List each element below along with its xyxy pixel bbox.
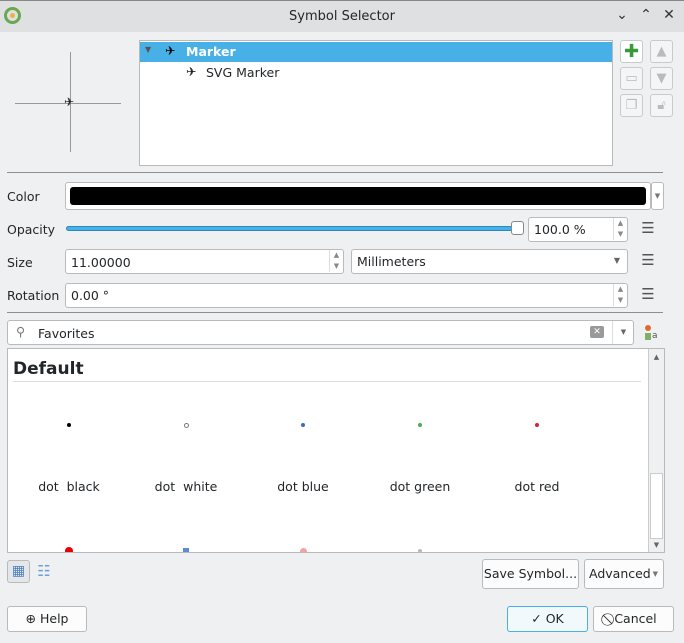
vertical-scrollbar[interactable]: ▲ ▼ [648, 349, 664, 552]
search-value: Favorites [38, 326, 95, 341]
advanced-label: Advanced [589, 566, 651, 581]
symbol-label: dot green [389, 479, 451, 494]
title-bar: Symbol Selector ⌄ ⌃ ✕ [0, 0, 684, 32]
lock-layer-button[interactable]: 🔓︎ [650, 94, 673, 117]
symbol-thumbnail [418, 423, 422, 427]
move-up-button[interactable]: ▲ [650, 40, 673, 63]
symbol-item[interactable]: dot white [131, 399, 241, 499]
help-button[interactable]: ⊕ Help [7, 606, 87, 632]
layer-label: SVG Marker [206, 65, 280, 80]
symbol-library-view[interactable]: Default dot black dot white dot blue dot gr… [7, 348, 665, 553]
opacity-slider[interactable] [66, 221, 524, 235]
airplane-icon: ✈ [64, 95, 75, 109]
symbol-thumbnail-partial[interactable] [418, 549, 422, 552]
symbol-label: dot white [154, 479, 218, 494]
style-manager-icon[interactable]: a [643, 323, 661, 343]
help-label: Help [39, 611, 69, 626]
chevron-down-icon[interactable]: ▼ [612, 321, 634, 344]
opacity-spinbox[interactable]: 100.0 % ▲ ▼ [528, 217, 628, 242]
symbol-item[interactable]: dot blue [248, 399, 358, 499]
symbol-thumbnail-partial[interactable] [183, 548, 189, 552]
help-icon: ⊕ [25, 611, 36, 626]
clear-icon[interactable]: ✕ [590, 326, 604, 338]
rotation-label: Rotation [7, 288, 60, 303]
symbol-thumbnail-partial[interactable] [65, 547, 73, 552]
symbol-item[interactable]: dot red [482, 399, 592, 499]
collapse-arrow-icon[interactable]: ▼ [145, 45, 152, 54]
list-view-button[interactable]: ☷ [37, 562, 51, 580]
check-icon: ✓ [531, 611, 542, 626]
icon-view-button[interactable]: ▦ [7, 560, 30, 583]
opacity-value: 100.0 % [534, 222, 586, 237]
rotation-spinbox[interactable]: 0.00 ° ▲ ▼ [65, 283, 628, 308]
group-divider [13, 381, 641, 382]
window-title: Symbol Selector [289, 9, 395, 24]
save-symbol-button[interactable]: Save Symbol... [482, 559, 579, 589]
remove-layer-button[interactable]: ▭ [620, 67, 643, 90]
ok-button[interactable]: ✓ OK [507, 606, 588, 632]
size-spinbox[interactable]: 11.00000 ▲ ▼ [65, 249, 344, 274]
symbol-preview: ✈ [15, 50, 125, 155]
symbol-thumbnail [301, 423, 305, 427]
group-heading: Default [13, 359, 84, 379]
chevron-down-icon: ▼ [652, 570, 658, 578]
symbol-thumbnail [535, 423, 539, 427]
search-icon: ⚲ [16, 324, 26, 339]
symbol-label: dot black [38, 479, 100, 494]
spin-arrows[interactable]: ▲ ▼ [613, 218, 627, 240]
symbol-thumbnail [67, 423, 71, 427]
ok-label: OK [545, 611, 564, 626]
layer-row-marker[interactable]: ▼ ✈ Marker [140, 42, 612, 62]
advanced-button[interactable]: Advanced ▼ [584, 559, 664, 589]
airplane-icon: ✈ [186, 64, 197, 79]
color-button[interactable] [65, 182, 651, 210]
symbol-thumbnail-partial[interactable] [300, 548, 307, 552]
scrollbar-handle[interactable] [650, 473, 663, 539]
spin-arrows[interactable]: ▲ ▼ [329, 250, 343, 272]
color-dropdown-arrow[interactable]: ▼ [651, 182, 664, 210]
separator [7, 172, 663, 173]
layer-row-svg-marker[interactable]: ✈ SVG Marker [140, 63, 612, 83]
move-down-button[interactable]: ▼ [650, 67, 673, 90]
size-unit-combobox[interactable]: Millimeters ▼ [351, 249, 628, 274]
chevron-down-icon: ▼ [613, 256, 620, 265]
maximize-icon[interactable]: ⌃ [640, 7, 652, 23]
opacity-label: Opacity [7, 222, 56, 237]
minimize-icon[interactable]: ⌄ [616, 7, 628, 23]
color-label: Color [7, 189, 40, 204]
size-value: 11.00000 [71, 255, 131, 270]
data-defined-override-icon[interactable]: ☰ [641, 251, 655, 269]
symbol-thumbnail [184, 423, 189, 428]
symbol-label: dot blue [277, 479, 329, 494]
spin-arrows[interactable]: ▲ ▼ [613, 284, 627, 306]
airplane-icon: ✈ [165, 43, 176, 58]
add-layer-button[interactable]: ✚ [620, 40, 643, 63]
layer-label: Marker [186, 44, 236, 59]
data-defined-override-icon[interactable]: ☰ [641, 285, 655, 303]
size-unit-value: Millimeters [357, 254, 426, 269]
symbol-item[interactable]: dot black [14, 399, 124, 499]
separator [7, 312, 663, 313]
symbol-search-combobox[interactable]: ⚲ Favorites ✕ ▼ [7, 320, 634, 345]
slider-handle[interactable] [511, 221, 524, 235]
close-icon[interactable]: ✕ [663, 7, 675, 23]
data-defined-override-icon[interactable]: ☰ [641, 219, 655, 237]
symbol-layer-tree[interactable]: ▼ ✈ Marker ✈ SVG Marker [139, 40, 613, 166]
cancel-label: Cancel [614, 611, 657, 626]
rotation-value: 0.00 ° [71, 288, 110, 303]
symbol-label: dot red [514, 479, 560, 494]
size-label: Size [7, 255, 33, 270]
cancel-button[interactable]: ⃠ Cancel [593, 606, 674, 632]
qgis-logo-icon [4, 7, 21, 24]
duplicate-layer-button[interactable]: ❐ [620, 94, 643, 117]
symbol-item[interactable]: dot green [365, 399, 475, 499]
